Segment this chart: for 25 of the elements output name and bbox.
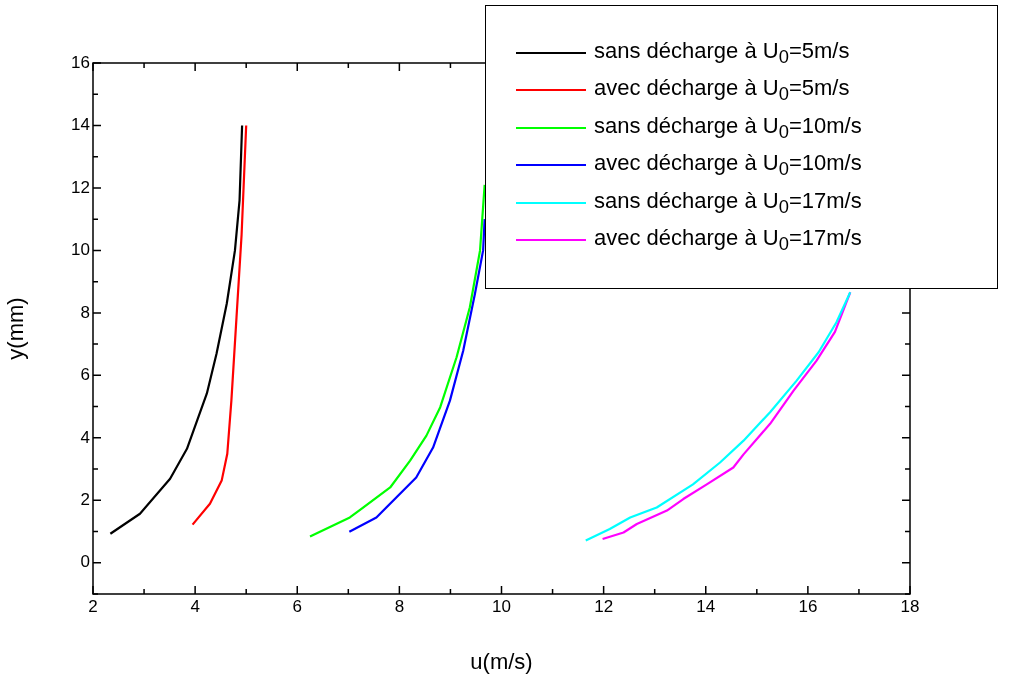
x-tick-label: 18 [900,596,920,616]
y-tick-label: 16 [71,52,90,72]
legend-label: sans décharge à U$_{0}$=17m/s [594,187,862,218]
x-tick-label: 12 [594,596,614,616]
x-tick-label: 14 [696,596,716,616]
y-axis-title: y(mm) [3,297,29,360]
y-tick-label: 4 [80,427,90,447]
y-tick-label: 12 [71,177,90,197]
x-tick-label: 8 [394,596,405,616]
y-tick-label: 0 [80,552,90,572]
legend-label: avec décharge à U$_{0}$=17m/s [594,225,862,256]
legend-label: sans décharge à U$_{0}$=10m/s [594,112,862,143]
x-tick-label: 16 [798,596,818,616]
y-tick-label: 10 [71,240,90,260]
x-axis-title: u(m/s) [470,648,533,674]
legend-label: avec décharge à U$_{0}$=10m/s [594,150,862,181]
legend-label: avec décharge à U$_{0}$=5m/s [594,75,850,106]
y-tick-label: 14 [71,115,90,135]
x-tick-label: 4 [190,596,200,616]
y-tick-label: 2 [80,489,90,509]
x-tick-label: 10 [492,596,511,616]
legend-label: sans décharge à U$_{0}$=5m/s [594,37,850,68]
y-tick-label: 8 [80,302,90,322]
y-tick-label: 6 [80,365,90,385]
x-tick-label: 6 [292,596,302,616]
